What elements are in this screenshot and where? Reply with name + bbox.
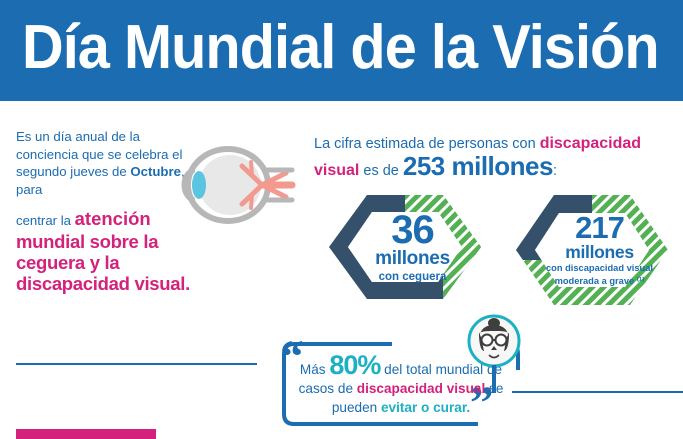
woman-with-glasses-avatar [466,313,522,369]
quote-close-mark: ” [470,377,494,429]
hex-badge-number: 36 [391,208,434,253]
page-title: Día Mundial de la Visión [22,13,660,82]
quote-open-mark: “ [280,331,304,383]
quote-percent: 80% [329,350,381,380]
hex-badge-number: 217 [575,210,625,245]
hex-badge-caption-line2: moderada a grave ⁽¹⁾ [554,276,645,286]
hex-badge-blindness-content: 36 millones con ceguera [325,190,500,305]
quote-line3-a: visual [446,381,486,396]
hex-badge-moderate-severe: 217 millones con discapacidad visual mod… [512,190,683,310]
hex-badge-caption-line1: con discapacidad visual [546,263,653,273]
intro-text-part1: Es un día anual de la conciencia que se … [16,129,183,179]
hex-badge-moderate-severe-content: 217 millones con discapacidad visual mod… [512,190,683,310]
intro-text-part2: , para [16,164,185,197]
intro-text-block: Es un día anual de la conciencia que se … [16,128,191,294]
quote-after-percent: del total [380,362,432,377]
headline-highlight: discapacidad visual [314,135,642,179]
headline-part3: : [552,163,557,179]
divider-left [16,363,257,365]
avatar-connector-line [492,365,496,393]
intro-paragraph: Es un día anual de la conciencia que se … [16,128,191,198]
intro-month-bold: Octubre [130,164,181,179]
focus-emphasis-word: atención [74,208,151,229]
hex-badge-unit: millones [375,248,450,270]
headline-part1: La cifra estimada de personas con [314,136,540,152]
magenta-footer-bar [16,429,156,439]
focus-lead-line: centrar la atención [16,209,191,231]
divider-right [512,391,683,393]
quote-callout: “ ” Más 80% del total mundial de casos d… [278,331,643,434]
figure-headline: La cifra estimada de personas con discap… [314,133,679,182]
hex-badge-blindness: 36 millones con ceguera [325,190,500,305]
hex-badge-caption: con ceguera [378,271,447,284]
headline-number: 253 millones [402,151,554,181]
focus-lead-text: centrar la [16,213,75,228]
headline-part2: es de [359,163,403,179]
quote-line3-highlight: evitar o curar. [380,400,471,415]
eye-anatomy-illustration [178,140,296,230]
focus-rest-text: mundial sobre la ceguera y la discapacid… [16,231,190,294]
quote-lead: Más [299,362,330,377]
quote-line2-highlight: discapacidad [356,381,443,396]
header-bar [0,0,683,101]
hex-badge-unit: millones [565,242,634,262]
